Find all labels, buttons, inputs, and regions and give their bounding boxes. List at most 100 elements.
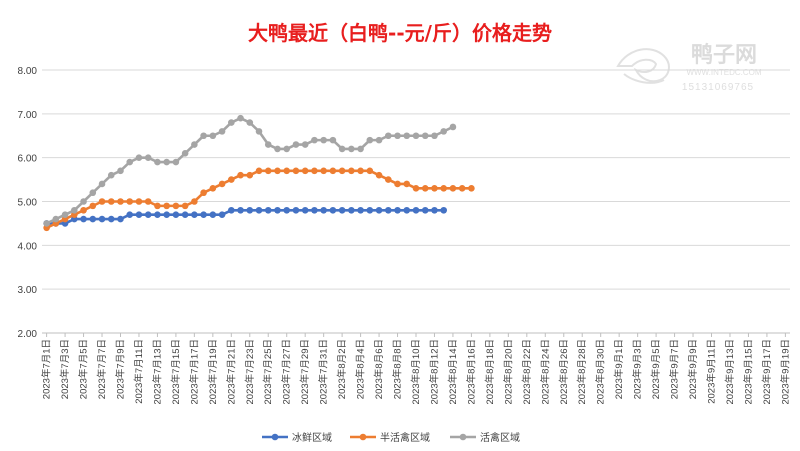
data-point [348, 206, 355, 214]
x-tick-label: 2023年7月19日 [207, 339, 219, 404]
data-point [320, 136, 327, 144]
x-tick-label: 2023年7月29日 [299, 339, 311, 404]
data-point [375, 171, 383, 179]
legend-item: 半活禽区域 [350, 431, 430, 444]
data-point [191, 198, 198, 205]
data-point [431, 185, 438, 192]
data-point [431, 206, 438, 214]
data-point [237, 171, 244, 179]
x-tick-label: 2023年9月5日 [650, 339, 662, 399]
data-point [117, 215, 124, 223]
x-tick-label: 2023年7月5日 [78, 339, 90, 399]
x-tick-label: 2023年7月7日 [96, 339, 108, 399]
data-point [172, 158, 180, 166]
data-point [98, 215, 106, 223]
x-tick-label: 2023年8月30日 [595, 339, 607, 404]
data-point [384, 206, 392, 214]
data-point [80, 198, 87, 205]
y-tick-label: 5.00 [18, 198, 38, 209]
legend-label: 半活禽区域 [380, 431, 430, 444]
x-tick-label: 2023年7月23日 [244, 339, 256, 404]
legend-swatch-marker [459, 433, 467, 441]
data-point [412, 206, 420, 214]
data-point [163, 158, 170, 166]
data-point [357, 167, 364, 175]
data-point [209, 185, 217, 192]
data-point [264, 206, 272, 214]
data-point [357, 145, 364, 153]
data-point [228, 119, 235, 126]
x-tick-label: 2023年8月14日 [447, 339, 459, 404]
data-point [329, 167, 337, 175]
data-point [43, 220, 50, 227]
data-point [320, 206, 327, 214]
data-point [412, 132, 420, 140]
watermark: 鸭子网 WWW.INTEDC.COM 15131069765 [616, 42, 762, 93]
data-point [255, 167, 263, 175]
data-point [384, 176, 392, 183]
data-point [246, 171, 254, 179]
data-point [237, 206, 244, 214]
data-point [421, 132, 429, 140]
x-tick-label: 2023年8月2日 [336, 339, 348, 399]
data-point [154, 211, 161, 218]
x-tick-label: 2023年8月18日 [484, 339, 496, 404]
data-point [329, 136, 337, 144]
data-point [311, 136, 318, 144]
y-axis: 2.00 3.00 4.00 5.00 6.00 7.00 8.00 [18, 66, 38, 340]
data-point [403, 180, 411, 188]
data-point [191, 141, 198, 148]
data-point [89, 215, 97, 223]
x-tick-label: 2023年9月13日 [724, 339, 736, 404]
data-point [292, 206, 300, 214]
series-1 [43, 167, 475, 232]
data-point [144, 154, 152, 161]
data-point [412, 185, 420, 192]
data-point [283, 145, 291, 153]
data-point [181, 211, 189, 218]
data-point [144, 198, 152, 205]
data-point [135, 154, 143, 161]
x-tick-label: 2023年8月26日 [558, 339, 570, 404]
legend-label: 冰鲜区域 [292, 431, 332, 444]
data-point [191, 211, 198, 218]
data-point [144, 211, 152, 218]
data-point [200, 211, 207, 218]
data-point [209, 211, 217, 218]
data-point [200, 132, 207, 140]
data-point [237, 114, 244, 122]
x-tick-label: 2023年8月24日 [539, 339, 551, 404]
x-tick-label: 2023年9月17日 [761, 339, 773, 404]
x-tick-label: 2023年7月31日 [318, 339, 330, 404]
data-point [218, 211, 226, 218]
data-point [421, 185, 429, 192]
data-point [403, 132, 411, 140]
data-point [228, 206, 235, 214]
y-tick-label: 7.00 [18, 110, 38, 121]
data-point [338, 206, 346, 214]
x-tick-label: 2023年9月3日 [632, 339, 644, 399]
x-tick-label: 2023年7月9日 [114, 339, 126, 399]
data-point [394, 132, 401, 140]
data-point [89, 189, 97, 197]
x-tick-label: 2023年7月21日 [225, 339, 237, 404]
series-2 [43, 114, 457, 227]
series-line [46, 208, 444, 225]
x-tick-label: 2023年9月7日 [669, 339, 681, 399]
data-point [172, 202, 180, 210]
data-point [440, 206, 448, 214]
x-tick-label: 2023年7月1日 [41, 339, 53, 399]
gridlines [42, 69, 790, 334]
data-point [181, 202, 189, 210]
data-point [394, 180, 401, 188]
x-tick-label: 2023年9月9日 [687, 339, 699, 399]
data-point [172, 211, 180, 218]
y-tick-label: 6.00 [18, 154, 38, 165]
y-tick-label: 4.00 [18, 241, 38, 252]
legend-swatch-marker [271, 433, 279, 441]
data-point [348, 167, 355, 175]
data-point [80, 206, 87, 214]
data-point [320, 167, 327, 175]
data-point [80, 215, 87, 223]
data-point [338, 167, 346, 175]
